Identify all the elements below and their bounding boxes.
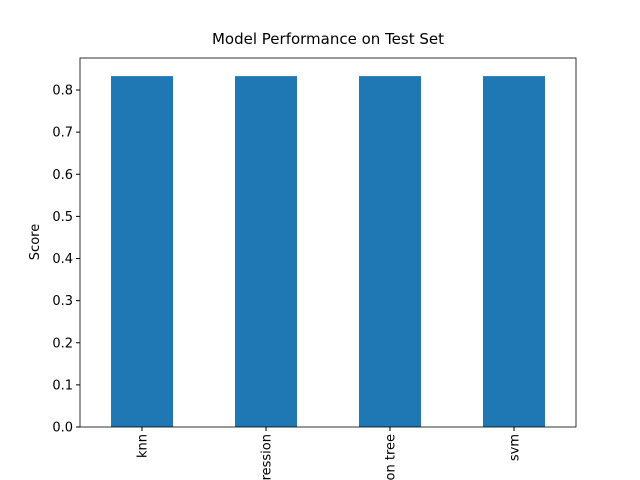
y-tick-label: 0.1 — [52, 378, 73, 393]
bar — [359, 76, 421, 428]
x-tick-label: knn — [136, 434, 151, 458]
y-tick-label: 0.8 — [52, 84, 73, 99]
y-tick-label: 0.2 — [52, 336, 73, 351]
y-tick-label: 0.4 — [52, 252, 73, 267]
y-tick-label: 0.5 — [52, 210, 73, 225]
chart-title: Model Performance on Test Set — [212, 30, 444, 48]
y-axis-label: Score — [28, 224, 43, 260]
y-tick-label: 0.0 — [52, 421, 73, 436]
y-tick-label: 0.3 — [52, 294, 73, 309]
bar — [483, 76, 545, 428]
axes-frame — [79, 57, 577, 428]
x-tick-label: decision tree — [384, 434, 399, 480]
x-tick-label: svm — [508, 434, 523, 461]
y-tick-label: 0.6 — [52, 168, 73, 183]
bar — [111, 76, 173, 428]
x-tick-label: logistic regression — [260, 434, 275, 480]
bar — [235, 76, 297, 428]
y-tick-label: 0.7 — [52, 126, 73, 141]
